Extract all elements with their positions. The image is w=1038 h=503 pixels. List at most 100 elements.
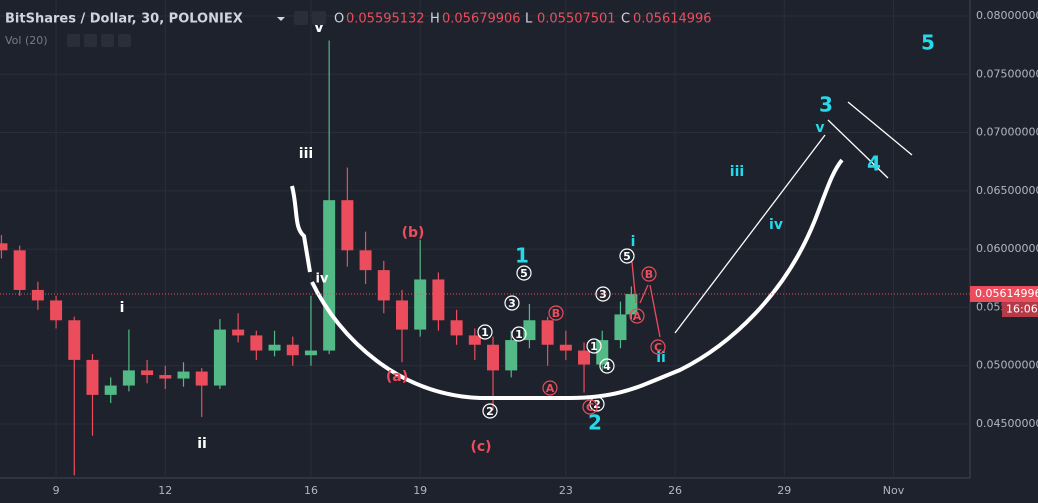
- candles: [0, 40, 638, 476]
- x-tick-label: 9: [53, 484, 60, 497]
- candle-body: [31, 289, 44, 301]
- candle-body: [159, 375, 172, 379]
- y-tick-label: 0.06500000: [976, 184, 1038, 197]
- wave-label: v: [815, 120, 824, 136]
- annotation-circle: [629, 308, 645, 324]
- indicator-add[interactable]: [101, 34, 114, 47]
- candle-body: [268, 344, 281, 351]
- candle-body: [450, 320, 463, 336]
- wave-label: B: [645, 268, 653, 281]
- last-price-tag: [970, 286, 1038, 303]
- candle-body: [395, 300, 408, 330]
- wave-label: 5: [623, 250, 631, 263]
- annotation-circle: [582, 399, 598, 415]
- menu-icon[interactable]: [312, 11, 326, 25]
- last-price-label: 0.05614996: [975, 287, 1038, 300]
- grid: [0, 0, 970, 478]
- wave-label: 1: [515, 244, 529, 268]
- candle-body: [541, 320, 554, 345]
- countdown-tag: [1002, 302, 1038, 318]
- candle-body: [505, 340, 518, 371]
- wave-label: ii: [656, 350, 666, 366]
- x-tick-label: 16: [304, 484, 318, 497]
- candle-body: [68, 320, 81, 360]
- ohlc-value: 0.05614996: [633, 12, 712, 27]
- candle-body: [213, 329, 226, 386]
- wave-label: 4: [603, 360, 611, 373]
- wave-label: (b): [402, 225, 425, 241]
- wave-label: i: [120, 300, 125, 316]
- candle-body: [414, 279, 427, 330]
- wave-label: iii: [730, 164, 744, 180]
- candle-body: [487, 344, 500, 371]
- annotation-circle: [641, 266, 657, 282]
- indicator-close[interactable]: [118, 34, 131, 47]
- arrow: [639, 284, 649, 304]
- countdown-label: 16:06: [1006, 303, 1038, 316]
- wave-label: iv: [769, 217, 783, 233]
- wave-label: 2: [486, 405, 494, 418]
- eye-icon[interactable]: [294, 11, 308, 25]
- wave-label: 1: [515, 328, 523, 341]
- candle-body: [468, 335, 481, 345]
- indicator-label: Vol (20): [5, 34, 48, 47]
- ohlc-key: O: [334, 12, 344, 27]
- annotation-circle: [548, 305, 564, 321]
- annotation-circle: [599, 358, 615, 374]
- wave-label: C: [654, 341, 662, 354]
- candle-body: [359, 250, 372, 271]
- wave-label: iv: [316, 272, 329, 287]
- candle-body: [250, 335, 263, 351]
- dropdown-icon[interactable]: [277, 17, 285, 21]
- arrow: [631, 261, 637, 304]
- x-tick-label: 23: [559, 484, 573, 497]
- wave-label: B: [552, 307, 560, 320]
- candle-body: [86, 359, 99, 395]
- candle-body: [377, 270, 390, 301]
- annotation-circle: [586, 338, 602, 354]
- wave-label: 1: [481, 326, 489, 339]
- annotation-circle: [542, 380, 558, 396]
- ohlc-key: L: [525, 12, 533, 27]
- axes: 0.045000000.050000000.055000000.06000000…: [0, 9, 1038, 497]
- x-tick-label: Nov: [883, 484, 905, 497]
- wave-label: A: [633, 310, 642, 323]
- candle-body: [432, 279, 445, 321]
- trend-line: [847, 101, 913, 156]
- chart-title: BitShares / Dollar, 30, POLONIEX: [5, 12, 243, 27]
- candle-body: [141, 370, 154, 376]
- candle-body: [50, 300, 63, 321]
- wave-label: 5: [921, 31, 935, 55]
- indicator-eye[interactable]: [67, 34, 80, 47]
- wave-label: (a): [386, 369, 408, 385]
- annotation-circle: [619, 248, 635, 264]
- candle-body: [286, 344, 299, 356]
- candle-body: [13, 250, 26, 290]
- wave-label: 4: [867, 152, 881, 176]
- y-tick-label: 0.07500000: [976, 67, 1038, 80]
- wave-label: 5: [520, 267, 528, 280]
- wave-label: A: [546, 382, 555, 395]
- ohlc-value: 0.05679906: [442, 12, 521, 27]
- wave-label: ii: [197, 436, 207, 452]
- drawn-curve: [290, 185, 312, 273]
- candle-body: [104, 385, 117, 395]
- wave-label: iii: [299, 146, 313, 162]
- ohlc-key: H: [430, 12, 440, 27]
- wave-label: 3: [508, 297, 516, 310]
- candle-body: [341, 200, 354, 251]
- candle-body: [578, 350, 591, 365]
- indicator-settings[interactable]: [84, 34, 97, 47]
- wave-label: 2: [588, 411, 602, 435]
- annotation-circle: [650, 339, 666, 355]
- candle-body: [195, 371, 208, 386]
- annotation-circle: [477, 324, 493, 340]
- candle-body: [304, 350, 317, 356]
- wave-label: 3: [819, 93, 833, 117]
- x-tick-label: 12: [158, 484, 172, 497]
- trend-line: [827, 119, 889, 179]
- annotation-circle: [516, 265, 532, 281]
